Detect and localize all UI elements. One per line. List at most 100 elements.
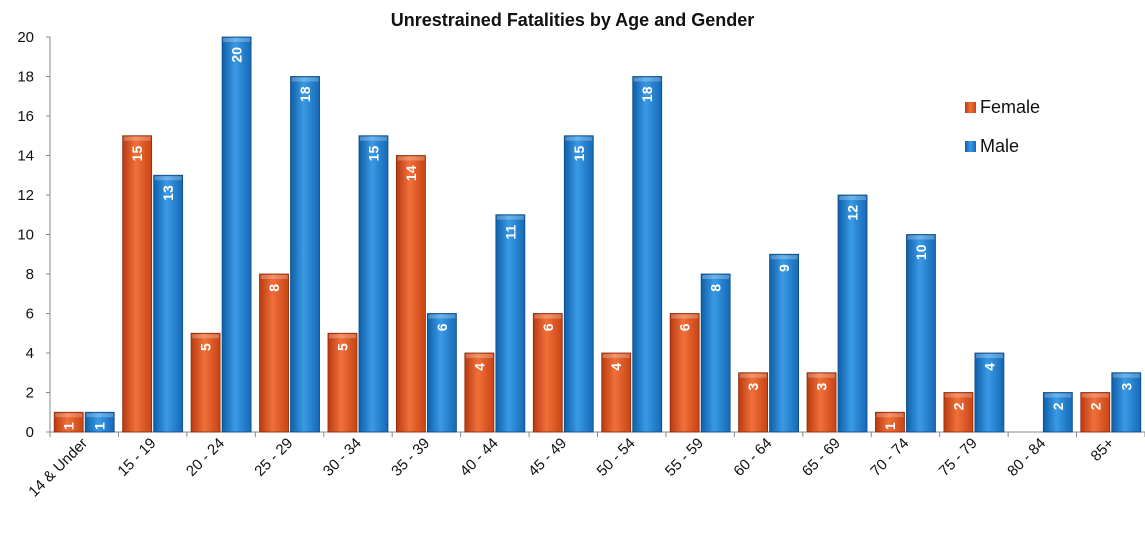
bar-bevel [770,255,798,260]
bar-bevel [192,334,220,339]
value-label-female: 15 [129,146,145,162]
value-label-male: 20 [229,47,245,63]
x-category-label: 25 - 29 [251,435,296,480]
value-label-male: 6 [434,323,450,331]
value-label-male: 8 [708,284,724,292]
bar-female [601,352,632,433]
bar-bevel [534,314,562,319]
y-tick-label: 10 [17,227,34,244]
bar-female [875,411,905,433]
bar-bevel [876,413,904,418]
x-category-label: 20 - 24 [183,435,228,480]
bar-male [700,273,731,433]
bar-bevel [86,413,114,418]
value-label-female: 3 [814,383,830,391]
value-label-female: 2 [950,402,966,410]
bar-bevel [633,77,661,82]
value-label-male: 1 [92,422,108,430]
bar-male [1111,372,1142,433]
y-tick-label: 18 [17,69,34,86]
bar-male [290,76,320,433]
bar-female [122,135,153,433]
value-label-female: 4 [608,363,624,371]
bars-group [53,36,1142,433]
bar-male [84,411,115,433]
legend-label-female: Female [980,96,1041,117]
bar-bevel [839,196,867,200]
bar-bevel [907,235,935,240]
bar-female [669,313,700,433]
bar-bevel [154,176,182,181]
value-label-female: 6 [540,323,556,331]
value-label-male: 10 [913,244,929,260]
bar-male [495,214,526,433]
value-label-male: 2 [1050,402,1066,410]
legend-item-female: Female [965,96,1040,118]
value-label-female: 1 [61,422,77,430]
bar-bevel [223,38,251,42]
bar-bevel [944,393,972,398]
bar-male [769,253,799,433]
bar-bevel [1112,373,1140,378]
x-category-label: 60 - 64 [730,435,775,480]
bar-bevel [465,354,493,358]
bar-bevel [359,136,387,141]
bar-male [427,313,457,433]
value-label-female: 4 [471,363,487,371]
bar-bevel [397,156,425,161]
x-category-label: 40 - 44 [457,435,502,480]
value-label-female: 8 [266,284,282,292]
legend-swatch-male [965,140,976,152]
value-label-male: 3 [1118,383,1134,391]
value-label-female: 6 [677,323,693,331]
chart-title: Unrestrained Fatalities by Age and Gende… [390,10,755,30]
value-label-male: 4 [981,363,997,371]
legend-item-male: Male [965,135,1040,157]
x-category-label: 70 - 74 [867,435,912,480]
bar-bevel [328,334,356,339]
value-label-male: 13 [160,185,176,201]
legend: Female Male [965,96,1040,174]
x-category-label: 75 - 79 [936,435,981,480]
bar-bevel [291,77,319,82]
x-category-label: 65 - 69 [799,435,844,480]
legend-swatch-female [965,101,976,113]
bar-male [563,135,594,433]
y-tick-label: 4 [26,345,34,362]
bar-female [396,155,426,433]
y-tick-label: 16 [17,108,34,125]
bar-bevel [565,136,593,141]
bar-female [738,372,768,433]
value-label-female: 5 [198,343,214,351]
bar-bevel [1044,393,1072,398]
y-tick-label: 8 [26,266,34,283]
value-label-female: 1 [882,422,898,430]
bar-female [259,273,289,433]
bar-female [190,332,221,433]
bar-bevel [602,354,630,358]
y-tick-label: 6 [26,306,34,323]
bar-bevel [975,354,1003,358]
bar-female [53,411,84,433]
bar-bevel [260,275,288,279]
value-label-male: 15 [571,146,587,162]
value-label-female: 2 [1087,402,1103,410]
y-tick-label: 0 [26,424,34,441]
bar-male [358,135,389,433]
bar-male [906,234,936,433]
bar-female [327,332,358,433]
x-category-label: 15 - 19 [114,435,159,480]
bar-female [943,392,974,433]
bar-male [1042,392,1073,433]
x-category-label: 30 - 34 [320,435,365,480]
x-category-label: 80 - 84 [1004,435,1049,480]
bar-female [464,352,495,433]
x-category-label: 14 & Under [25,435,91,501]
x-category-label: 85+ [1088,435,1118,465]
bar-bevel [496,215,524,220]
value-label-male: 11 [502,225,518,240]
x-category-label: 50 - 54 [594,435,639,480]
bar-bevel [428,314,456,319]
